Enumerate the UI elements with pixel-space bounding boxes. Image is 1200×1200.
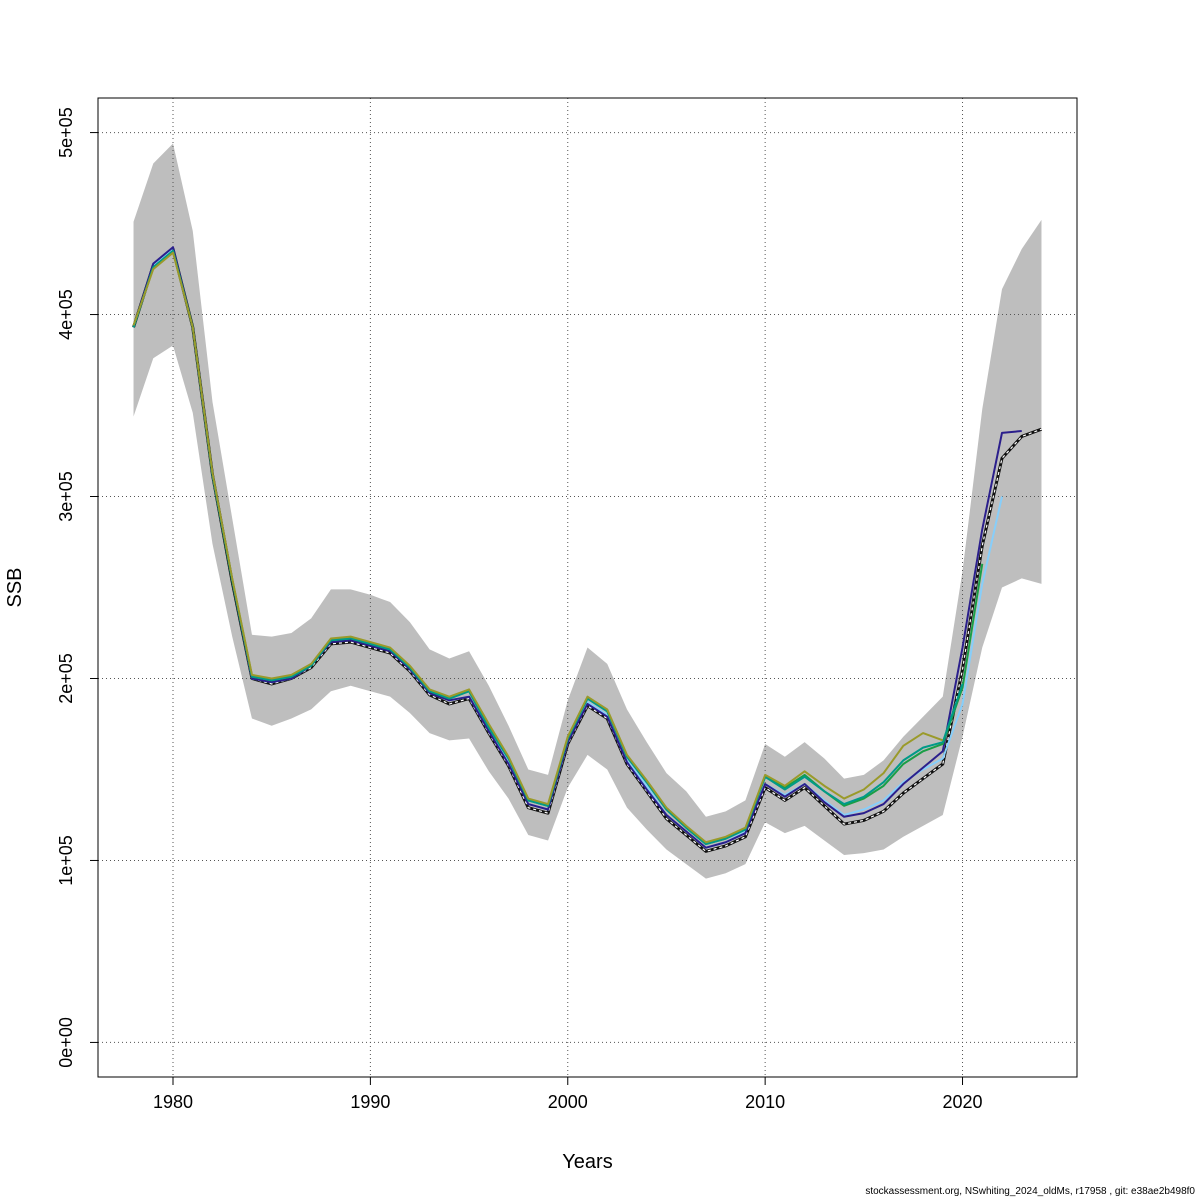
series-line-2: [132, 246, 1022, 849]
y-tick-label: 0e+00: [56, 1017, 76, 1068]
x-tick-label: 2000: [548, 1092, 588, 1112]
confidence-band: [133, 143, 1042, 879]
x-axis-label: Years: [562, 1151, 612, 1173]
y-tick-label: 1e+05: [56, 835, 76, 886]
x-tick-label: 2020: [942, 1092, 982, 1112]
axes: 1980 1990 2000 2010 2020 0e+00 1e+05 2e+05 3e+05…: [56, 107, 983, 1112]
y-axis-label: SSB: [4, 567, 26, 607]
footer-credit: stockassessment.org, NSwhiting_2024_oldM…: [865, 1186, 1195, 1197]
plot-frame: [97, 97, 1078, 1078]
y-tick-label: 3e+05: [56, 471, 76, 522]
series-line-4: [132, 249, 964, 846]
gridlines: [98, 98, 1077, 1077]
series-layer: [132, 246, 1042, 853]
confidence-band-layer: [133, 143, 1042, 879]
x-tick-label: 2010: [745, 1092, 785, 1112]
y-tick-label: 4e+05: [56, 289, 76, 340]
x-tick-label: 1980: [153, 1092, 193, 1112]
y-tick-label: 2e+05: [56, 653, 76, 704]
x-tick-label: 1990: [350, 1092, 390, 1112]
series-line-5: [132, 251, 944, 844]
y-tick-label: 5e+05: [56, 107, 76, 158]
